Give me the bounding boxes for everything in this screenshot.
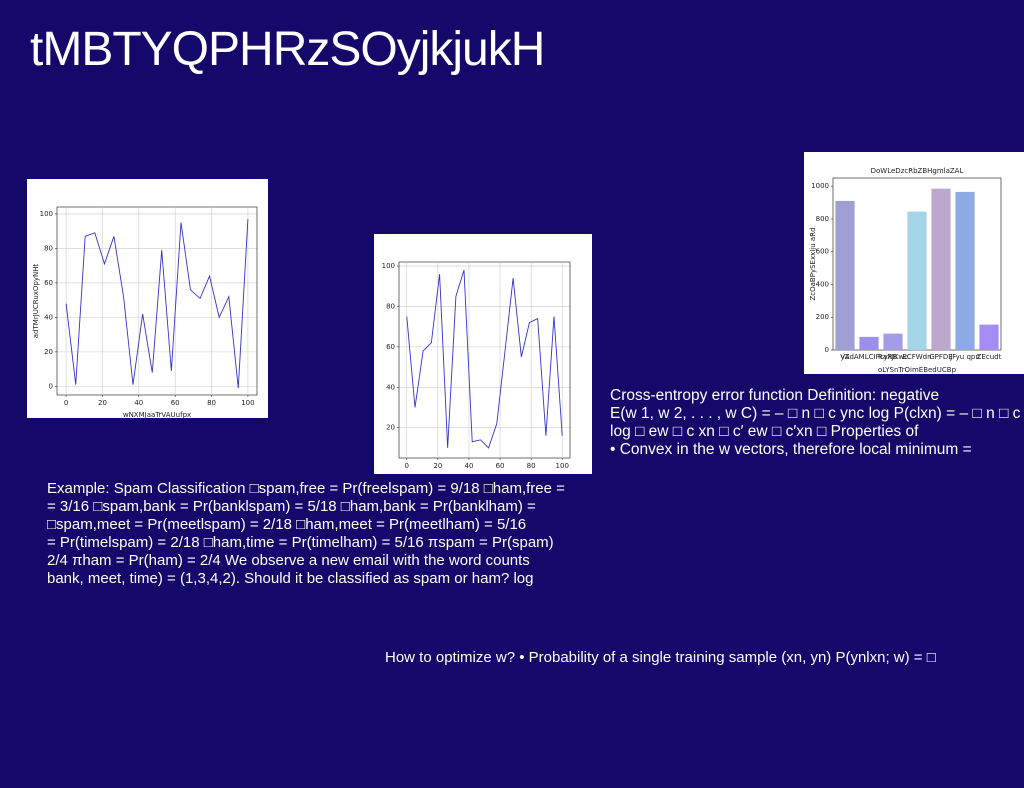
x-tick-label: ZEcudt <box>977 353 1002 361</box>
text-line: Example: Spam Classification □spam,free … <box>47 480 565 497</box>
y-tick-label: 1000 <box>811 182 829 190</box>
x-tick-label: 100 <box>241 399 254 407</box>
x-tick-label: 20 <box>433 462 442 470</box>
text-line: E(w 1, w 2, . . . , w C) = – □ n □ c ync… <box>610 405 1021 422</box>
y-tick-label: 80 <box>386 302 395 310</box>
y-axis-label: ZcOaBPySExxIju aRd <box>809 227 817 300</box>
text-line: = 3/16 □spam,bank = Pr(banklspam) = 5/18… <box>47 498 536 515</box>
y-tick-label: 40 <box>386 383 395 391</box>
x-tick-label: yZdAMLCIPcyRB <box>841 353 898 361</box>
data-line <box>65 219 249 389</box>
y-tick-label: 0 <box>49 382 53 390</box>
y-tick-label: 0 <box>825 346 829 354</box>
bar <box>955 191 975 350</box>
x-tick-label: 0 <box>405 462 409 470</box>
y-tick-label: 20 <box>386 424 395 432</box>
x-tick-label: GPFDE <box>929 353 953 361</box>
bar <box>979 324 999 350</box>
data-line <box>406 269 563 449</box>
x-tick-label: VA <box>840 353 849 361</box>
chart-title: DoWLeDzcRbZBHgmlaZAL <box>871 167 964 175</box>
text-line: = Pr(timelspam) = 2/18 □ham,time = Pr(ti… <box>47 534 554 551</box>
x-tick-label: RaXJKwc <box>878 353 908 361</box>
text-line: log □ ew □ c xn □ c′ ew □ c′xn □ Propert… <box>610 423 919 440</box>
y-tick-label: 800 <box>816 215 829 223</box>
x-tick-label: 60 <box>171 399 180 407</box>
y-tick-label: 20 <box>44 348 53 356</box>
y-tick-label: 100 <box>382 262 395 270</box>
y-tick-label: 80 <box>44 244 53 252</box>
x-tick-label: 100 <box>556 462 569 470</box>
x-axis-label: wNXMJaaTrVAUufpx <box>123 411 191 418</box>
bar <box>931 188 951 350</box>
y-tick-label: 200 <box>816 313 829 321</box>
slide-title: tMBTYQPHRzSOyjkjukH <box>30 23 545 76</box>
x-tick-label: 80 <box>527 462 536 470</box>
x-tick-label: 20 <box>98 399 107 407</box>
text-line: How to optimize w? • Probability of a si… <box>385 649 936 666</box>
x-axis-label: oLYSnTrOimEBedUCBp <box>878 366 957 374</box>
bar <box>859 336 879 350</box>
bar <box>883 333 903 350</box>
bar <box>907 211 927 350</box>
chart-image: 20 40 60 80 100 0 20 40 60 80 100 <box>374 234 592 474</box>
y-axis-label: adTMrJUCRuxOpyNHt <box>32 264 40 339</box>
x-tick-label: 40 <box>134 399 143 407</box>
x-tick-label: 80 <box>207 399 216 407</box>
y-tick-label: 100 <box>40 210 53 218</box>
text-block: Example: Spam Classification □spam,free … <box>47 480 607 588</box>
text-line: Cross-entropy error function Definition:… <box>610 387 940 404</box>
x-tick-label: ECFWdn <box>902 353 931 361</box>
x-tick-label: 60 <box>496 462 505 470</box>
y-tick-label: 60 <box>44 279 53 287</box>
plot-frame <box>398 261 571 459</box>
plot-frame <box>56 206 258 396</box>
y-tick-label: 40 <box>44 313 53 321</box>
y-tick-label: 400 <box>816 280 829 288</box>
chart-image: 0 200 400 600 800 1000 ZcOaBPySExxIju aRd oLYSn… <box>804 152 1024 374</box>
text-block: Cross-entropy error function Definition:… <box>610 387 1024 459</box>
y-tick-label: 60 <box>386 343 395 351</box>
text-line: bank, meet, time) = (1,3,4,2). Should it… <box>47 570 534 587</box>
bar <box>835 200 855 350</box>
x-tick-label: 40 <box>464 462 473 470</box>
text-line: • Convex in the w vectors, therefore loc… <box>610 441 972 458</box>
text-line: 2/4 πham = Pr(ham) = 2/4 We observe a ne… <box>47 552 530 569</box>
y-tick-label: 600 <box>816 248 829 256</box>
chart-image: 0 20 40 60 80 100 adTMrJUCRuxOpyNHt wNXMJaaTrVA… <box>27 179 268 418</box>
x-tick-label: JFyu qpn <box>949 353 980 361</box>
x-tick-label: 0 <box>64 399 68 407</box>
text-line: □spam,meet = Pr(meetlspam) = 2/18 □ham,m… <box>47 516 527 533</box>
